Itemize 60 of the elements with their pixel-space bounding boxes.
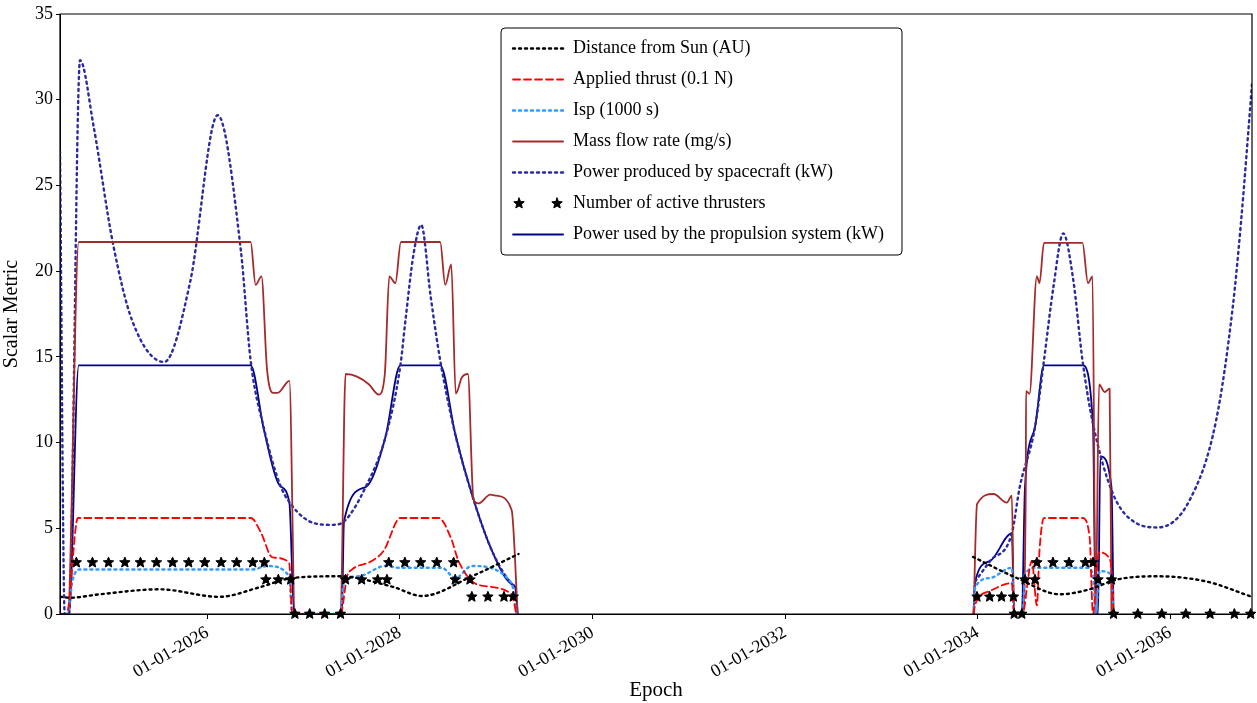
- point: [182, 556, 195, 568]
- legend-label: Distance from Sun (AU): [573, 37, 751, 59]
- point: [507, 590, 519, 602]
- point: [399, 556, 411, 568]
- point: [70, 556, 83, 568]
- point: [102, 556, 115, 568]
- point: [1087, 556, 1099, 568]
- point: [260, 573, 272, 585]
- point: [1029, 573, 1041, 585]
- point: [381, 573, 393, 585]
- point: [414, 556, 427, 568]
- point: [983, 590, 996, 602]
- point: [431, 556, 443, 568]
- point: [119, 556, 131, 568]
- point: [272, 573, 285, 585]
- point: [1007, 590, 1020, 602]
- point: [971, 590, 983, 602]
- y-tick-label: 15: [35, 345, 53, 366]
- point: [86, 556, 99, 568]
- point: [230, 556, 243, 568]
- legend-label: Isp (1000 s): [573, 99, 660, 121]
- point: [215, 556, 227, 568]
- point: [1047, 556, 1059, 568]
- y-axis-title: Scalar Metric: [0, 259, 22, 369]
- point: [199, 556, 211, 568]
- y-tick-label: 30: [35, 88, 53, 109]
- point: [466, 590, 478, 602]
- point: [247, 556, 259, 568]
- legend-label: Applied thrust (0.1 N): [573, 68, 734, 90]
- point: [449, 573, 461, 585]
- point: [1092, 573, 1104, 585]
- point: [1063, 556, 1075, 568]
- legend-label: Number of active thrusters: [573, 192, 766, 213]
- point: [166, 556, 179, 568]
- y-tick-label: 5: [44, 517, 53, 538]
- y-tick-label: 20: [35, 259, 53, 280]
- point: [383, 556, 395, 568]
- point: [447, 556, 460, 568]
- point: [150, 556, 163, 568]
- y-tick-label: 0: [44, 602, 53, 623]
- point: [284, 573, 297, 585]
- point: [1079, 556, 1092, 568]
- legend-label: Power produced by spacecraft (kW): [573, 161, 833, 183]
- x-axis-title: Epoch: [629, 676, 684, 701]
- point: [1105, 573, 1118, 585]
- legend-label: Mass flow rate (mg/s): [573, 130, 732, 152]
- point: [464, 573, 476, 585]
- y-tick-label: 10: [35, 431, 53, 452]
- legend-label: Power used by the propulsion system (kW): [573, 223, 885, 245]
- y-tick-label: 25: [35, 174, 53, 195]
- point: [134, 556, 147, 568]
- point: [482, 590, 494, 602]
- point: [258, 556, 271, 568]
- point: [995, 590, 1008, 602]
- point: [1019, 573, 1031, 585]
- y-tick-label: 35: [35, 2, 53, 23]
- point: [339, 573, 352, 585]
- point: [498, 590, 510, 602]
- point: [371, 573, 384, 585]
- point: [1031, 556, 1043, 568]
